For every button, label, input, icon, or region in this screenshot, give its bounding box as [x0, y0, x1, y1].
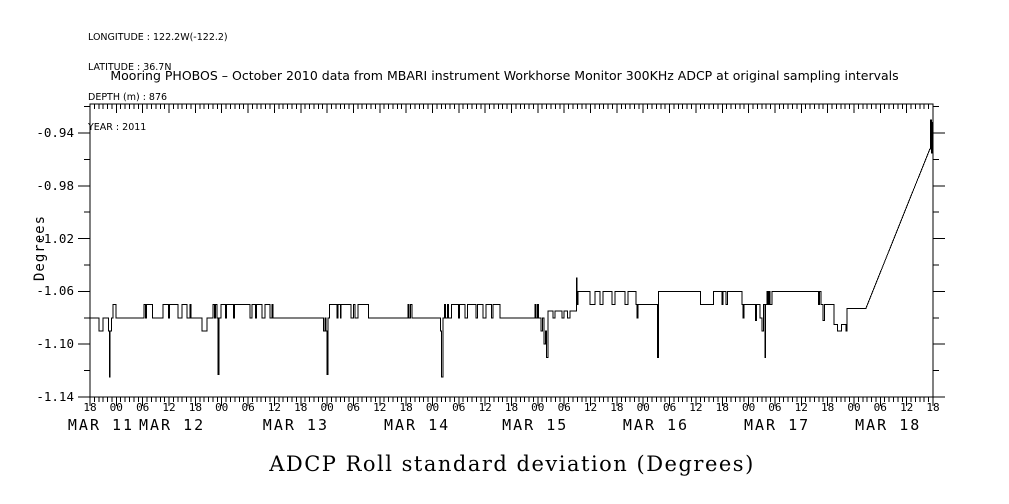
- x-hour-label: 06: [241, 401, 255, 414]
- x-date-label: MAR 11: [67, 416, 135, 434]
- x-hour-label: 12: [794, 401, 808, 414]
- x-hour-label: 00: [531, 401, 545, 414]
- meta-depth: DEPTH (m) : 876: [88, 92, 168, 103]
- x-hour-label: 12: [900, 401, 914, 414]
- x-hour-label: 18: [399, 401, 413, 414]
- plot-border: [89, 103, 934, 398]
- x-hour-label: 06: [557, 401, 571, 414]
- x-axis-ticks: [89, 104, 934, 406]
- meta-longitude: LONGITUDE : 122.2W(-122.2): [88, 32, 228, 43]
- x-date-label: MAR 15: [502, 416, 569, 434]
- x-hour-label: 18: [188, 401, 203, 414]
- data-line: [90, 119, 933, 378]
- x-hour-label: 12: [162, 401, 176, 414]
- meta-year: YEAR : 2011: [88, 122, 147, 133]
- y-tick-label: -1.06: [36, 283, 74, 299]
- y-tick-label: -1.02: [36, 230, 74, 246]
- x-hour-label: 18: [294, 401, 308, 414]
- x-hour-label: 12: [583, 401, 598, 414]
- y-tick-label: -0.98: [36, 177, 74, 193]
- x-date-label: MAR 18: [855, 416, 922, 434]
- x-hour-label: 00: [636, 401, 650, 414]
- figure-caption: ADCP Roll standard deviation (Degrees): [269, 452, 755, 476]
- y-axis-ticks: [78, 106, 945, 398]
- y-tick-label: -0.94: [36, 125, 74, 141]
- chart-title: Mooring PHOBOS – October 2010 data from …: [110, 68, 899, 83]
- x-hour-label: 12: [689, 401, 703, 414]
- x-hour-label: 06: [768, 401, 782, 414]
- x-date-label: MAR 12: [139, 416, 206, 434]
- x-date-label: MAR 17: [744, 416, 811, 434]
- x-hour-label: 00: [425, 401, 440, 414]
- x-hour-label: 18: [715, 401, 729, 414]
- x-date-label: MAR 14: [384, 416, 451, 434]
- x-hour-label: 06: [346, 401, 361, 414]
- x-hour-label: 18: [610, 401, 624, 414]
- x-hour-label: 06: [662, 401, 677, 414]
- x-hour-label: 00: [320, 401, 334, 414]
- x-date-label: MAR 13: [262, 416, 329, 434]
- y-tick-labels: -0.94 -0.98 -1.02 -1.06 -1.10 -1.14: [0, 0, 74, 504]
- x-hour-label: 06: [873, 401, 887, 414]
- x-hour-label: 12: [478, 401, 492, 414]
- x-hour-label: 00: [741, 401, 756, 414]
- x-hour-label: 18: [504, 401, 519, 414]
- x-hour-label: 06: [136, 401, 150, 414]
- y-tick-label: -1.14: [36, 389, 74, 404]
- x-hour-label: 12: [267, 401, 282, 414]
- x-hour-label: 06: [452, 401, 466, 414]
- x-hour-label: 18: [83, 401, 97, 414]
- x-hour-label: 12: [373, 401, 387, 414]
- x-hour-labels: 18 00 06 12 18 00 06 12 18 00 06 12 18 00 06 12 18 00 06 12…: [0, 401, 1009, 415]
- x-hour-label: 18: [926, 401, 940, 414]
- x-hour-label: 00: [847, 401, 861, 414]
- x-date-labels: MAR 11 MAR 12 MAR 13 MAR 14 MAR 15 MAR 16 MAR …: [0, 416, 1009, 434]
- x-hour-label: 00: [215, 401, 229, 414]
- x-hour-label: 18: [820, 401, 835, 414]
- y-tick-label: -1.10: [36, 336, 74, 352]
- metadata-block: LONGITUDE : 122.2W(-122.2) LATITUDE : 36…: [88, 13, 228, 143]
- meta-latitude: LATITUDE : 36.7N: [88, 62, 172, 73]
- x-date-label: MAR 16: [622, 416, 690, 434]
- x-hour-label: 00: [109, 401, 123, 414]
